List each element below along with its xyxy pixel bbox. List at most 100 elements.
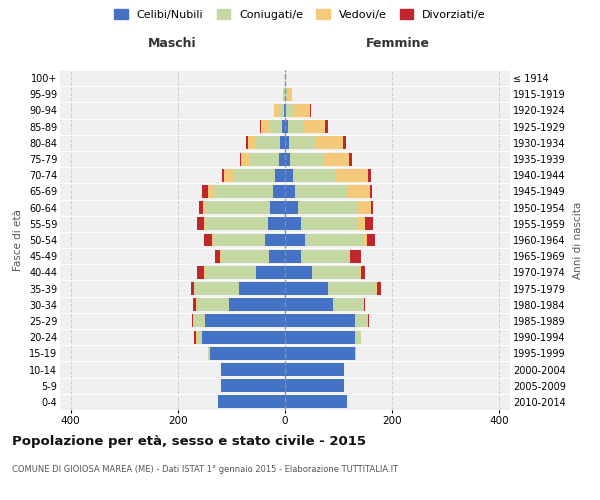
Bar <box>323 152 349 166</box>
Bar <box>214 185 273 198</box>
Bar <box>368 169 371 181</box>
Bar <box>221 363 285 376</box>
Bar <box>208 347 210 360</box>
Y-axis label: Anni di nascita: Anni di nascita <box>572 202 583 278</box>
Text: COMUNE DI GIOIOSA MAREA (ME) - Dati ISTAT 1° gennaio 2015 - Elaborazione TUTTITA: COMUNE DI GIOIOSA MAREA (ME) - Dati ISTA… <box>12 465 398 474</box>
Bar <box>203 218 206 230</box>
Bar <box>298 201 358 214</box>
Bar <box>358 218 365 230</box>
Bar <box>269 120 283 133</box>
Bar <box>285 330 355 344</box>
Text: Maschi: Maschi <box>148 37 197 50</box>
Bar <box>202 330 285 344</box>
Bar <box>285 88 287 101</box>
Bar <box>350 250 361 262</box>
Bar <box>312 266 360 279</box>
Bar <box>192 314 193 328</box>
Bar <box>285 363 344 376</box>
Bar <box>284 104 285 117</box>
Bar <box>285 201 298 214</box>
Bar <box>222 169 224 181</box>
Bar <box>221 250 269 262</box>
Bar <box>239 282 285 295</box>
Bar <box>280 136 285 149</box>
Bar <box>196 330 197 344</box>
Bar <box>355 330 361 344</box>
Bar <box>285 347 355 360</box>
Bar <box>278 152 285 166</box>
Bar <box>328 282 376 295</box>
Bar <box>196 298 197 311</box>
Text: Femmine: Femmine <box>365 37 430 50</box>
Bar <box>287 88 292 101</box>
Bar <box>371 201 373 214</box>
Bar <box>293 169 336 181</box>
Bar <box>191 282 194 295</box>
Bar <box>194 330 196 344</box>
Bar <box>336 169 368 181</box>
Bar <box>316 136 343 149</box>
Bar <box>349 250 350 262</box>
Bar <box>224 169 233 181</box>
Bar <box>212 234 214 246</box>
Bar <box>285 266 312 279</box>
Bar <box>232 169 275 181</box>
Bar <box>240 152 241 166</box>
Bar <box>285 104 286 117</box>
Bar <box>310 104 311 117</box>
Bar <box>205 266 256 279</box>
Bar <box>285 120 287 133</box>
Bar <box>203 201 206 214</box>
Bar <box>202 185 208 198</box>
Bar <box>197 218 203 230</box>
Y-axis label: Fasce di età: Fasce di età <box>13 209 23 271</box>
Bar <box>285 234 305 246</box>
Bar <box>268 218 285 230</box>
Bar <box>289 136 316 149</box>
Bar <box>197 266 203 279</box>
Bar <box>194 314 205 328</box>
Text: Popolazione per età, sesso e stato civile - 2015: Popolazione per età, sesso e stato civil… <box>12 435 366 448</box>
Bar <box>355 314 368 328</box>
Bar <box>368 314 369 328</box>
Bar <box>214 234 265 246</box>
Bar <box>285 250 301 262</box>
Bar <box>286 104 294 117</box>
Bar <box>218 396 285 408</box>
Bar <box>376 282 377 295</box>
Bar <box>210 347 285 360</box>
Bar <box>203 266 205 279</box>
Bar <box>270 201 285 214</box>
Bar <box>364 298 365 311</box>
Bar <box>348 185 370 198</box>
Bar <box>362 298 364 311</box>
Bar <box>285 136 289 149</box>
Bar <box>361 266 365 279</box>
Bar <box>365 218 373 230</box>
Bar <box>360 266 361 279</box>
Bar <box>199 201 203 214</box>
Bar <box>355 347 356 360</box>
Bar <box>197 330 202 344</box>
Bar <box>260 120 261 133</box>
Bar <box>285 152 290 166</box>
Bar <box>283 88 284 101</box>
Bar <box>304 120 325 133</box>
Legend: Celibi/Nubili, Coniugati/e, Vedovi/e, Divorziati/e: Celibi/Nubili, Coniugati/e, Vedovi/e, Di… <box>111 6 489 23</box>
Bar <box>367 234 375 246</box>
Bar <box>377 282 382 295</box>
Bar <box>247 136 248 149</box>
Bar <box>284 88 285 101</box>
Bar <box>280 104 284 117</box>
Bar <box>204 234 212 246</box>
Bar <box>206 218 268 230</box>
Bar <box>287 120 304 133</box>
Bar <box>265 234 285 246</box>
Bar <box>294 104 310 117</box>
Bar <box>229 298 285 311</box>
Bar <box>206 201 270 214</box>
Bar <box>285 396 347 408</box>
Bar <box>256 266 285 279</box>
Bar <box>197 298 229 311</box>
Bar <box>274 104 280 117</box>
